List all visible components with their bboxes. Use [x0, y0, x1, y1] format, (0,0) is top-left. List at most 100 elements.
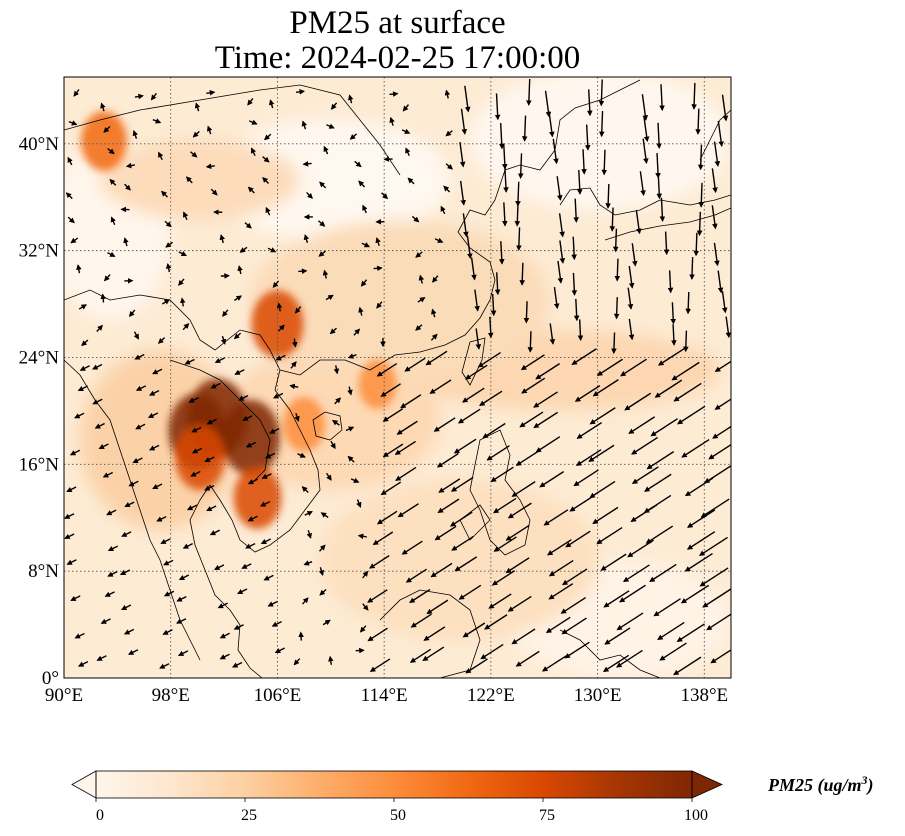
wind-arrow [103, 274, 111, 282]
wind-arrow [330, 102, 338, 110]
wind-arrow [110, 216, 116, 226]
wind-arrow [401, 540, 423, 555]
wind-arrow [711, 205, 718, 230]
wind-arrow [721, 94, 729, 122]
wind-arrow [557, 260, 564, 284]
wind-arrow [415, 324, 423, 331]
wind-arrow [190, 151, 198, 158]
wind-arrow [382, 408, 404, 422]
wind-arrow [552, 138, 559, 165]
wind-arrow [592, 379, 619, 397]
wind-arrow [460, 108, 468, 135]
wind-arrow [445, 163, 454, 170]
wind-arrow [444, 89, 451, 99]
wind-arrow [520, 354, 545, 371]
wind-arrow [677, 405, 706, 425]
wind-arrow [409, 588, 431, 603]
wind-arrow [74, 632, 85, 639]
wind-arrow [431, 308, 437, 318]
wind-arrow [182, 211, 189, 221]
wind-arrow [440, 205, 446, 215]
wind-arrow [600, 553, 627, 571]
wind-arrow [605, 183, 611, 209]
wind-arrow [464, 364, 488, 380]
colorbar-label-sup: 3 [861, 773, 868, 787]
latitude-tick-label: 40°N [19, 134, 60, 155]
wind-arrow [622, 564, 650, 583]
wind-arrow [233, 624, 244, 630]
wind-arrow [272, 280, 280, 288]
wind-arrow [64, 533, 75, 540]
wind-arrow [449, 511, 473, 527]
latitude-tick-label: 0° [42, 668, 59, 689]
wind-arrow [698, 182, 705, 208]
pm25-hotspot [251, 290, 304, 358]
wind-arrow [156, 515, 167, 522]
wind-arrow [687, 509, 716, 528]
wind-arrow [147, 412, 159, 419]
wind-arrow [289, 383, 299, 390]
wind-arrow [667, 270, 674, 294]
wind-arrow [295, 89, 306, 95]
wind-arrow [191, 426, 202, 433]
wind-arrow [635, 210, 642, 235]
wind-arrow [210, 188, 218, 196]
wind-arrow [516, 227, 522, 251]
wind-arrow [394, 440, 416, 455]
wind-arrow [611, 332, 617, 355]
wind-arrow [232, 661, 243, 668]
wind-arrow [192, 130, 200, 138]
colorbar-label: PM25 (ug/m3) [768, 773, 874, 796]
wind-arrow [571, 236, 577, 261]
wind-arrow [292, 338, 298, 348]
wind-arrow [345, 426, 355, 432]
wind-arrow [429, 379, 452, 394]
wind-arrow [318, 567, 325, 576]
wind-arrow [696, 211, 703, 237]
wind-arrow [725, 316, 731, 339]
wind-arrow [67, 216, 75, 224]
wind-arrow [493, 536, 517, 552]
wind-arrow [334, 397, 342, 405]
wind-arrow [319, 589, 327, 596]
pm25-hotspot [175, 425, 226, 491]
wind-arrow [160, 190, 169, 198]
wind-arrow [94, 422, 105, 429]
wind-arrow [515, 449, 540, 466]
wind-arrow [490, 293, 497, 317]
wind-arrow [548, 559, 574, 577]
wind-arrow [261, 473, 272, 479]
wind-arrow [163, 590, 175, 597]
wind-arrow [265, 206, 271, 216]
wind-arrow [92, 398, 103, 405]
wind-arrow [713, 242, 720, 267]
wind-arrow [123, 628, 135, 635]
wind-arrow [165, 262, 172, 273]
wind-arrow [320, 512, 329, 518]
wind-arrow [213, 564, 225, 570]
wind-arrow [389, 91, 399, 97]
wind-arrow [507, 595, 532, 612]
wind-arrow [708, 443, 731, 460]
wind-arrow [271, 621, 282, 627]
wind-arrow [464, 85, 471, 113]
wind-arrow [152, 483, 163, 490]
wind-arrow [515, 650, 540, 667]
wind-arrow [326, 123, 335, 129]
wind-arrow [480, 643, 504, 660]
wind-arrow [317, 220, 326, 227]
wind-arrow [119, 569, 131, 576]
wind-arrow [628, 318, 635, 341]
wind-arrow [443, 185, 451, 193]
wind-arrow [331, 419, 340, 426]
wind-arrow [437, 498, 460, 514]
wind-arrow [134, 93, 144, 100]
wind-arrow [493, 497, 517, 514]
wind-arrow [564, 641, 590, 659]
wind-arrow [549, 323, 556, 345]
wind-arrow [92, 363, 103, 370]
wind-arrow [686, 531, 716, 550]
wind-arrow [276, 302, 283, 312]
wind-arrow [477, 351, 501, 368]
wind-arrow [380, 383, 401, 397]
